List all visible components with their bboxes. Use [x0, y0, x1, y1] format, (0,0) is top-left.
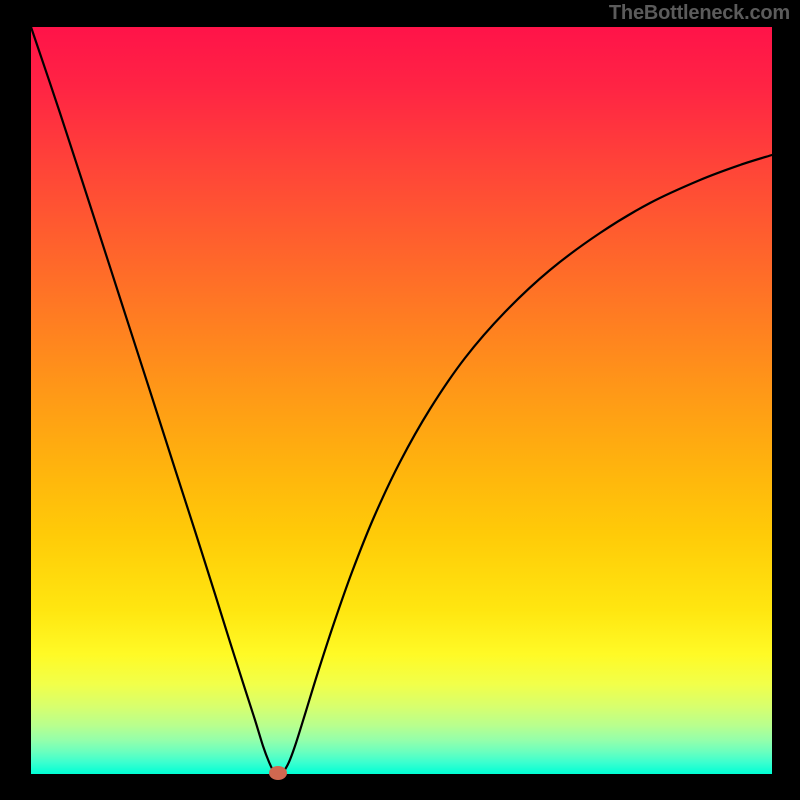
chart-container: { "meta": { "watermark_text": "TheBottle…: [0, 0, 800, 800]
chart-svg: [0, 0, 800, 800]
watermark-text: TheBottleneck.com: [609, 2, 790, 25]
minimum-marker: [269, 766, 287, 780]
plot-background: [31, 27, 772, 774]
